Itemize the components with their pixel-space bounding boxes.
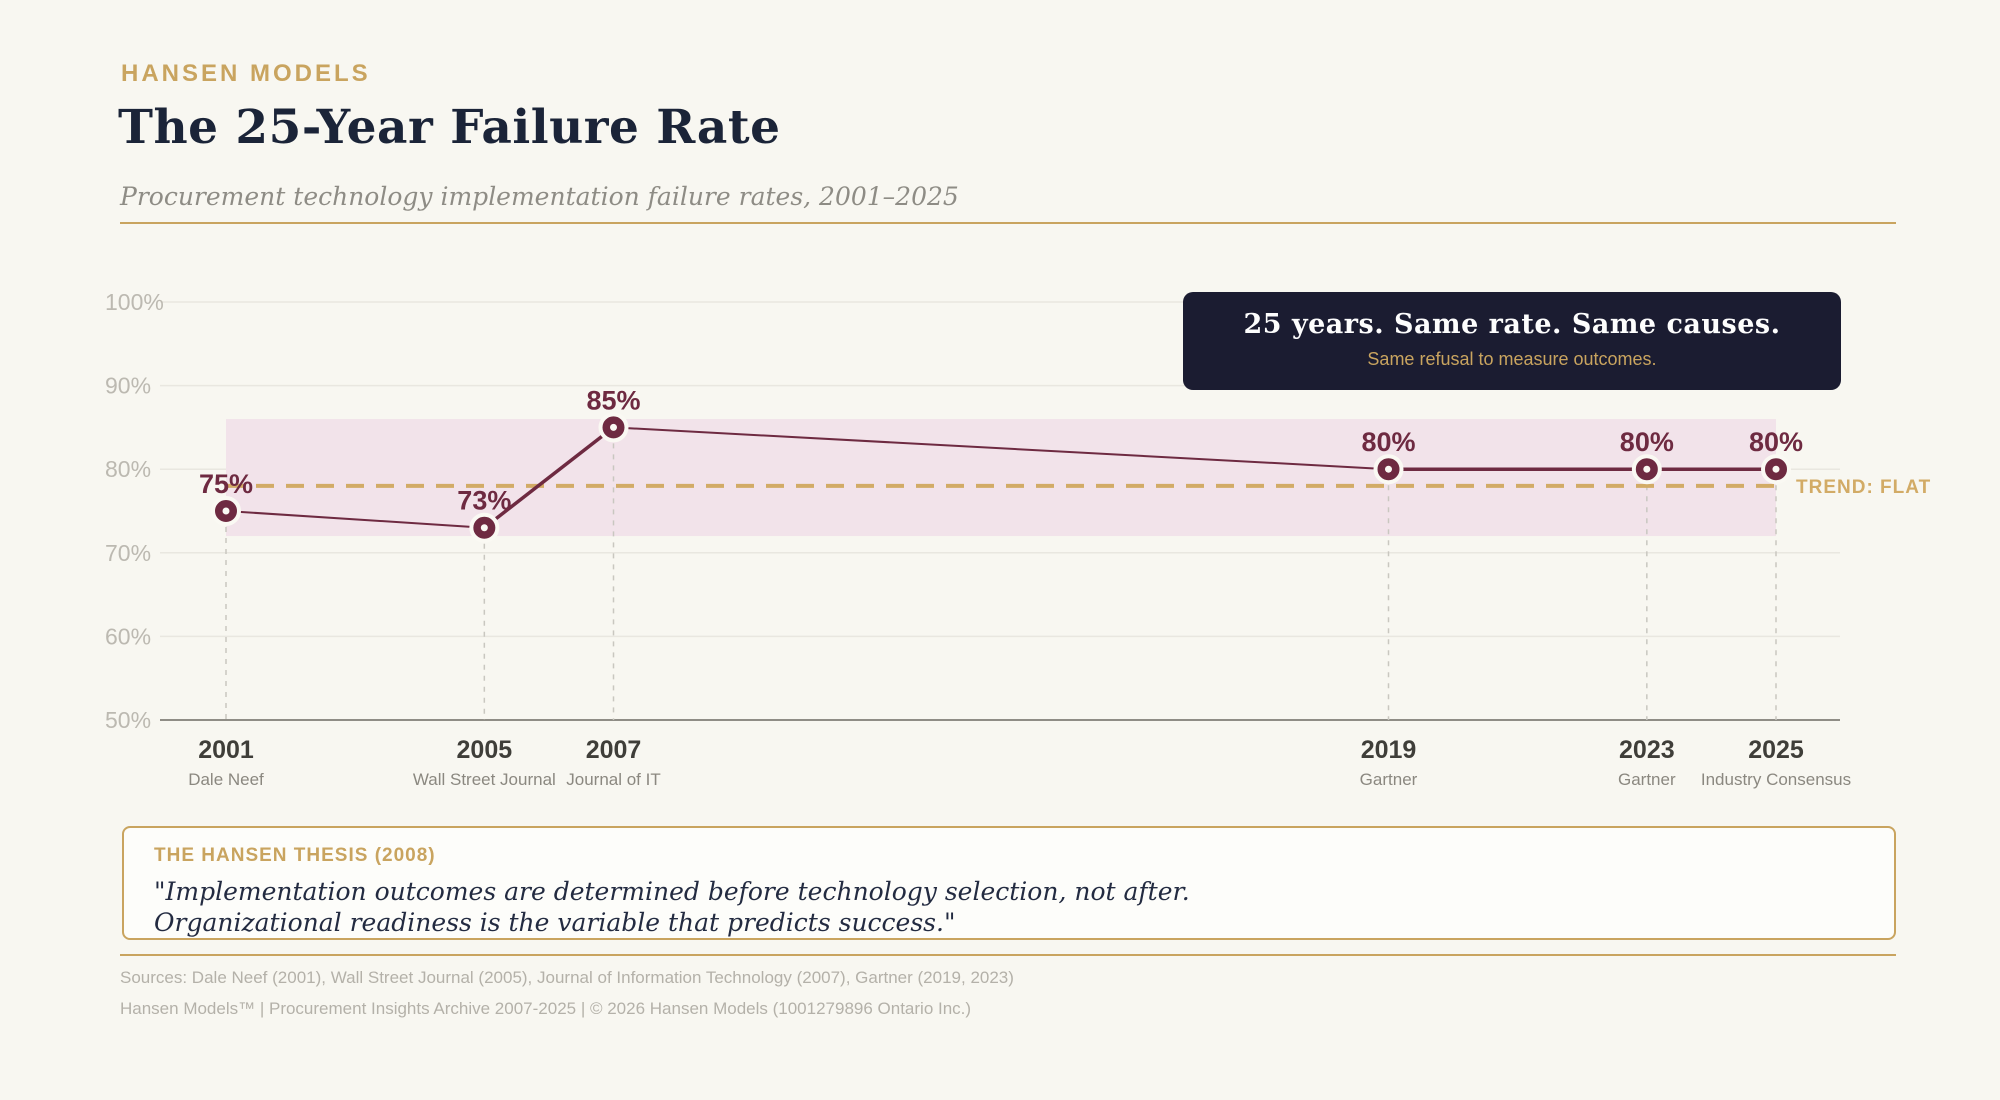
failure-band: [226, 419, 1776, 537]
chart-canvas: 100% 90% 80% 70% 60% 50% TREND: FLAT 75% 2001 Dal…: [105, 289, 1931, 789]
x-tick-year: 2007: [586, 736, 642, 764]
data-line-emphasis: [483, 426, 615, 530]
page-subtitle: Procurement technology implementation fa…: [120, 182, 959, 211]
data-point-center: [1772, 465, 1780, 473]
y-tick-label: 70%: [105, 540, 151, 566]
thesis-quote-line-2: Organizational readiness is the variable…: [154, 908, 956, 937]
data-point-center: [480, 524, 488, 532]
thesis-quote: "Implementation outcomes are determined …: [154, 876, 1864, 938]
y-tick-label: 60%: [105, 623, 151, 649]
callout-box: 25 years. Same rate. Same causes. Same r…: [1183, 292, 1841, 390]
data-point-value: 75%: [199, 469, 253, 499]
page-title: The 25-Year Failure Rate: [118, 100, 781, 155]
x-tick-source: Dale Neef: [188, 770, 264, 789]
x-tick-year: 2023: [1619, 736, 1675, 764]
data-point-value: 73%: [457, 486, 511, 516]
header-divider: [120, 222, 1896, 224]
y-tick-label: 100%: [105, 289, 164, 315]
trend-label: TREND: FLAT: [1796, 477, 1931, 498]
data-point-value: 85%: [586, 385, 640, 415]
x-tick-source: Industry Consensus: [1701, 770, 1851, 789]
data-point-value: 80%: [1749, 427, 1803, 457]
footer-meta: Hansen Models™ | Procurement Insights Ar…: [120, 999, 972, 1018]
data-point-center: [222, 507, 230, 515]
y-tick-label: 80%: [105, 456, 151, 482]
data-point-value: 80%: [1361, 427, 1415, 457]
callout-subtitle: Same refusal to measure outcomes.: [1367, 349, 1657, 369]
data-point-center: [1643, 465, 1651, 473]
x-tick-source: Journal of IT: [566, 770, 661, 789]
x-tick-year: 2005: [457, 736, 513, 764]
data-point-center: [1385, 465, 1392, 473]
thesis-box: THE HANSEN THESIS (2008) "Implementation…: [122, 826, 1896, 940]
x-tick-year: 2001: [198, 736, 254, 764]
thesis-heading: THE HANSEN THESIS (2008): [154, 845, 436, 866]
x-tick-source: Wall Street Journal: [413, 770, 556, 789]
y-tick-label: 50%: [105, 707, 151, 733]
x-tick-source: Gartner: [1618, 770, 1676, 789]
sources-line: Sources: Dale Neef (2001), Wall Street J…: [120, 968, 1014, 987]
x-tick-year: 2025: [1748, 736, 1804, 764]
x-tick-source: Gartner: [1360, 770, 1418, 789]
x-tick-year: 2019: [1361, 736, 1417, 764]
footer-divider: [120, 954, 1896, 956]
brand-eyebrow: HANSEN MODELS: [121, 60, 371, 87]
failure-rate-chart: 100% 90% 80% 70% 60% 50% TREND: FLAT 75% 2001 Dal…: [0, 240, 2000, 800]
data-point-value: 80%: [1620, 427, 1674, 457]
thesis-quote-line-1: "Implementation outcomes are determined …: [154, 877, 1190, 906]
data-point-center: [610, 423, 617, 431]
y-tick-label: 90%: [105, 373, 151, 399]
callout-title: 25 years. Same rate. Same causes.: [1243, 309, 1781, 340]
